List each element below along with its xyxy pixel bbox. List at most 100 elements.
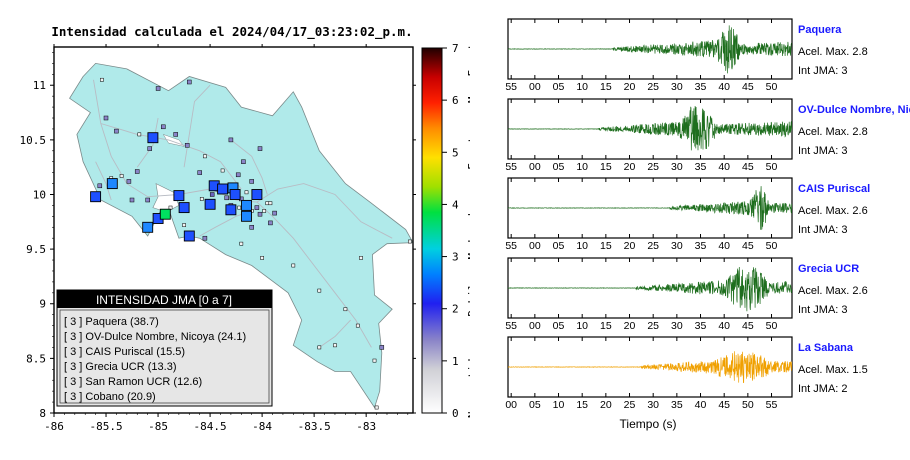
station-marker	[168, 205, 173, 210]
waveform-tick-label: 15	[600, 81, 612, 93]
station-marker	[244, 190, 249, 195]
waveform-tick-label: 55	[505, 240, 517, 252]
station-acel: Acel. Max. 2.8	[798, 46, 868, 58]
station-marker	[173, 190, 185, 202]
station-marker	[187, 79, 192, 85]
map-x-tick-label: -85	[148, 420, 168, 433]
waveform-trace	[508, 186, 793, 230]
station-marker	[217, 183, 229, 195]
station-acel: Acel. Max. 2.6	[798, 285, 868, 297]
station-marker	[199, 197, 204, 201]
waveform-tick-label: 55	[505, 161, 517, 173]
map-y-tick-label: 10	[33, 188, 46, 201]
waveform-panel: 00 05 10 15 20 25 30 35 40 45 50 55 La Sabana Acel. M…	[505, 336, 868, 411]
legend-item: [ 3 ] Paquera (38.7)	[64, 316, 159, 328]
station-int: Int JMA: 3	[798, 304, 848, 316]
station-marker	[155, 86, 161, 91]
station-marker	[260, 256, 264, 260]
waveform-tick-label: 40	[718, 81, 730, 93]
waveform-trace	[507, 105, 793, 151]
station-name: La Sabana	[798, 342, 854, 354]
waveform-tick-label: 20	[624, 240, 636, 252]
waveform-tick-label: 55	[505, 81, 517, 93]
station-acel: Acel. Max. 2.6	[798, 205, 868, 217]
colorbar-tick-label: 0	[452, 407, 459, 420]
waveform-tick-label: 10	[576, 320, 588, 332]
station-int: Int JMA: 3	[798, 65, 848, 77]
costa-rica-land	[69, 62, 414, 409]
station-marker	[114, 128, 119, 134]
waveform-tick-label: 55	[505, 320, 517, 332]
station-marker	[241, 210, 252, 222]
station-marker	[183, 230, 195, 242]
waveform-tick-label: 15	[600, 320, 612, 332]
waveform-tick-label: 35	[695, 81, 707, 93]
station-marker	[262, 209, 267, 213]
station-marker	[235, 172, 241, 178]
waveform-tick-label: 45	[742, 81, 754, 93]
waveform-tick-label: 30	[671, 320, 683, 332]
waveform-tick-label: 50	[766, 81, 778, 93]
intensity-map-chart: Intensidad calculada el 2024/04/17_03:23…	[20, 24, 471, 433]
waveform-tick-label: 05	[553, 81, 565, 93]
waveform-panel: 55 00 05 10 15 20 25 30 35 40 45 50 Grecia UCR Acel. …	[505, 257, 868, 332]
intensity-colorbar: 7 6 5 4 3 2 1 0 Muy Fuerte Fuerte Moderado Debil No…	[421, 37, 470, 420]
map-x-tick-label: -85.5	[89, 420, 122, 433]
station-marker	[343, 307, 348, 312]
station-int: Int JMA: 3	[798, 224, 848, 236]
waveform-tick-label: 05	[553, 240, 565, 252]
waveform-panel: 55 00 05 10 15 20 25 30 35 40 45 50 OV-Dulce Nombre,…	[505, 98, 910, 173]
station-marker	[317, 345, 322, 350]
waveform-tick-label: 25	[647, 81, 659, 93]
station-marker	[126, 179, 132, 184]
colorbar-tick-label: 2	[452, 303, 459, 316]
station-marker	[372, 358, 377, 363]
colorbar-tick-label: 3	[452, 251, 459, 264]
map-x-tick-label: -83	[356, 420, 376, 433]
station-marker	[182, 223, 186, 227]
waveform-tick-label: 40	[718, 161, 730, 173]
waveform-tick-label: 20	[624, 161, 636, 173]
station-marker	[220, 168, 225, 173]
station-marker	[239, 241, 244, 246]
legend-item: [ 3 ] CAIS Puriscal (15.5)	[64, 346, 185, 358]
colorbar-tick-label: 6	[452, 94, 459, 107]
map-y-tick-label: 11	[33, 79, 46, 92]
station-marker	[268, 201, 273, 206]
station-marker	[254, 205, 260, 210]
waveform-tick-label: 45	[742, 320, 754, 332]
station-marker	[355, 323, 360, 328]
station-marker	[137, 132, 142, 137]
station-marker	[229, 189, 241, 200]
waveform-tick-label: 50	[766, 240, 778, 252]
map-title: Intensidad calculada el 2024/04/17_03:23…	[51, 24, 412, 40]
waveform-tick-label: 55	[766, 399, 778, 411]
station-marker	[134, 169, 140, 174]
waveform-tick-label: 20	[600, 399, 612, 411]
waveform-tick-label: 00	[529, 81, 541, 93]
waveform-tick-label: 45	[742, 240, 754, 252]
colorbar-tick-label: 7	[452, 42, 459, 55]
station-marker	[97, 183, 103, 189]
legend-title: INTENSIDAD JMA [0 a 7]	[96, 293, 232, 307]
map-y-tick-label: 10.5	[20, 134, 47, 147]
colorbar-tick-label: 4	[452, 198, 459, 211]
waveform-tick-label: 30	[671, 240, 683, 252]
station-marker	[204, 198, 216, 210]
station-marker	[408, 239, 412, 244]
station-marker	[142, 221, 154, 233]
station-marker	[103, 115, 109, 121]
map-y-tick-label: 9.5	[26, 243, 46, 256]
station-marker	[251, 189, 263, 200]
waveform-tick-label: 25	[647, 161, 659, 173]
waveform-tick-label: 05	[529, 399, 541, 411]
station-marker	[265, 201, 270, 206]
station-int: Int JMA: 2	[798, 383, 848, 395]
waveform-tick-label: 35	[695, 161, 707, 173]
station-marker	[224, 195, 229, 201]
waveform-tick-label: 05	[553, 161, 565, 173]
legend-item: [ 3 ] Cobano (20.9)	[64, 391, 156, 403]
waveform-tick-label: 15	[576, 399, 588, 411]
station-marker	[374, 405, 379, 410]
station-marker	[119, 174, 124, 178]
